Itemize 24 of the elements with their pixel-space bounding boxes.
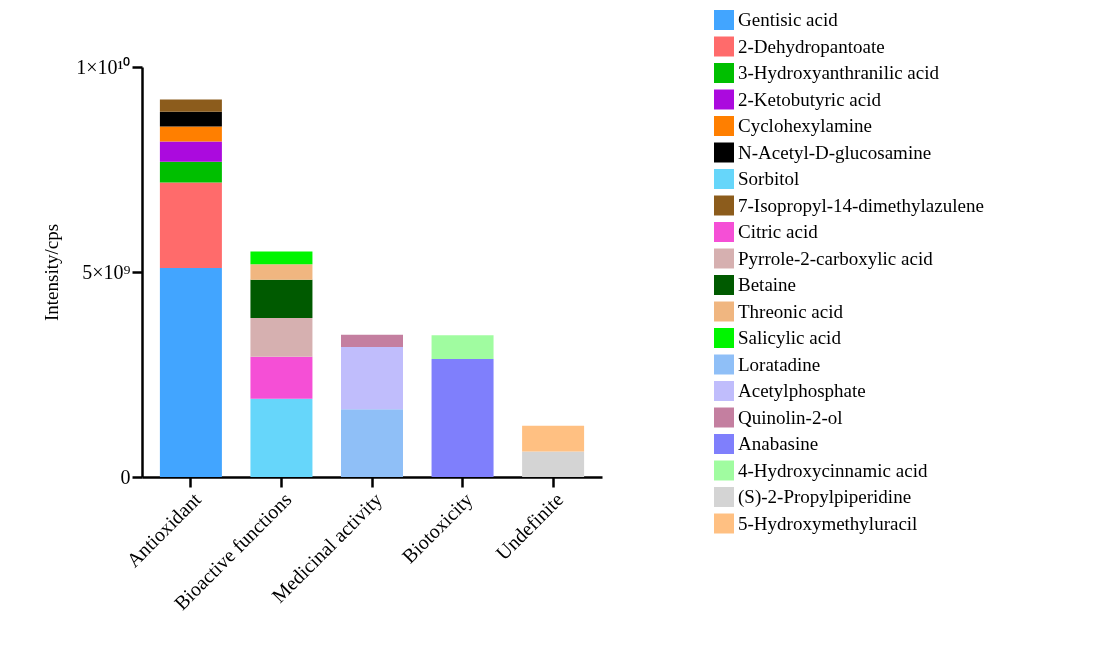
y-axis-title: Intensity/cps	[41, 223, 63, 322]
legend-label: 2-Ketobutyric acid	[738, 88, 882, 110]
legend-label: Betaine	[738, 274, 797, 295]
legend-label: Gentisic acid	[738, 9, 839, 30]
legend-label: Threonic acid	[738, 300, 844, 322]
legend-label: 2-Dehydropantoate	[738, 35, 885, 57]
legend-label: 3-Hydroxyanthranilic acid	[738, 62, 940, 83]
legend-label: Quinolin-2-ol	[738, 406, 843, 428]
y-tick-label: 5×10⁹	[82, 260, 131, 283]
legend-label: 5-Hydroxymethyluracil	[738, 512, 918, 534]
legend-label: Loratadine	[738, 353, 821, 375]
legend-label: (S)-2-Propylpiperidine	[738, 486, 912, 508]
legend-label: Salicylic acid	[738, 327, 842, 348]
legend-label: Anabasine	[738, 433, 819, 454]
legend-label: Pyrrole-2-carboxylic acid	[738, 247, 934, 269]
legend-label: Citric acid	[738, 221, 819, 242]
legend-label: Acetylphosphate	[738, 380, 866, 401]
legend-label: Sorbitol	[738, 168, 800, 189]
legend-label: 4-Hydroxycinnamic acid	[738, 459, 928, 481]
legend-label: N-Acetyl-D-glucosamine	[738, 141, 932, 163]
y-tick-label: 1×10¹⁰	[76, 55, 131, 78]
legend-label: Cyclohexylamine	[738, 115, 873, 136]
legend-label: 7-Isopropyl-14-dimethylazulene	[738, 194, 984, 216]
y-tick-label: 0	[120, 465, 131, 488]
